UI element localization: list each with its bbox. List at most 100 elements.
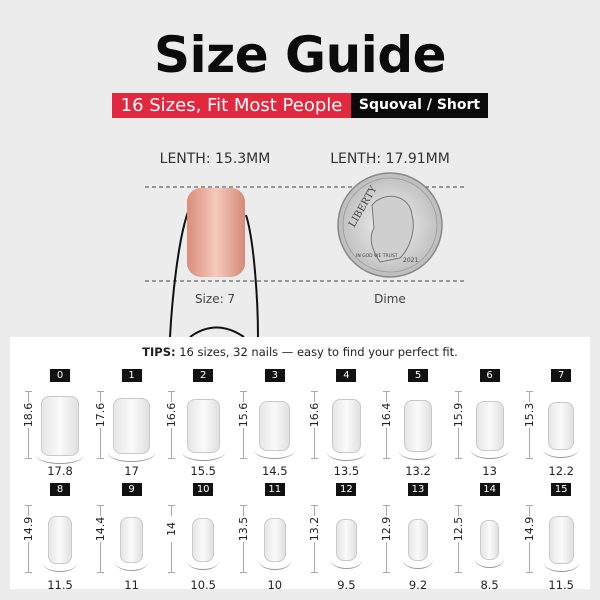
width-value: 10 — [267, 578, 283, 592]
width-arc — [114, 562, 149, 572]
width-value: 15.5 — [190, 464, 216, 478]
width-arc — [35, 455, 85, 464]
length-value: 14.9 — [22, 516, 36, 542]
size-number-badge: 2 — [193, 369, 214, 382]
nail-shape — [403, 399, 433, 453]
size-number-badge: 14 — [479, 483, 500, 496]
nail-shape — [191, 517, 215, 563]
banner-tagline: 16 Sizes, Fit Most People — [112, 93, 351, 118]
length-value: 12.9 — [380, 516, 394, 542]
width-value: 9.5 — [337, 578, 356, 592]
width-value: 11 — [124, 578, 139, 592]
length-value: 15.6 — [236, 402, 251, 428]
width-arc — [543, 449, 580, 459]
nail-shape — [113, 397, 150, 455]
width-arc — [470, 450, 509, 460]
size-item-5: 5 16.4 13.2 — [380, 369, 454, 479]
size-item-3: 3 15.6 14.5 — [236, 369, 311, 479]
width-value: 8.5 — [480, 578, 499, 592]
nail-shape — [548, 516, 574, 564]
length-value: 12.5 — [451, 516, 466, 542]
size-number-badge: 0 — [50, 369, 70, 382]
nail-caption: Size: 7 — [194, 292, 236, 306]
svg-text:IN GOD WE TRUST: IN GOD WE TRUST — [356, 253, 398, 259]
nail-shape — [264, 518, 286, 562]
tips-body: 16 sizes, 32 nails — easy to find your p… — [175, 345, 458, 359]
size-number-badge: 4 — [336, 369, 357, 382]
size-number-badge: 12 — [336, 483, 357, 496]
size-number-badge: 7 — [551, 369, 572, 382]
nail-shape — [548, 401, 575, 451]
length-value: 13.2 — [308, 516, 323, 542]
size-item-0: 0 18.6 17.8 — [22, 369, 96, 479]
width-value: 14.5 — [261, 464, 288, 478]
size-item-8: 8 14.9 11.5 — [22, 483, 96, 593]
nail-shape — [119, 516, 144, 564]
width-value: 17 — [124, 464, 139, 478]
length-value: 15.3 — [523, 402, 538, 428]
width-arc — [475, 559, 504, 568]
nail-shape — [336, 518, 357, 562]
width-arc — [398, 451, 438, 461]
size-number-badge: 10 — [193, 483, 214, 496]
width-arc — [403, 560, 433, 569]
size-item-12: 12 13.2 9.5 — [308, 483, 382, 593]
dime-length-label: LENTH: 17.91MM — [330, 151, 450, 167]
length-value: 16.6 — [308, 402, 323, 428]
length-value: 14.9 — [523, 516, 538, 542]
size-item-14: 14 12.5 8.5 — [451, 483, 526, 593]
size-number-badge: 13 — [408, 483, 428, 496]
size-number-badge: 1 — [121, 369, 142, 382]
length-value: 13.5 — [236, 516, 251, 542]
size-item-1: 1 17.6 17 — [93, 369, 168, 479]
nail-shape — [47, 516, 73, 564]
width-arc — [181, 452, 225, 461]
size-number-badge: 9 — [121, 483, 142, 496]
svg-text:2021: 2021 — [403, 257, 418, 264]
tips-prefix: TIPS: — [142, 345, 176, 359]
nail-shape — [259, 401, 291, 451]
nail-shape — [40, 396, 80, 456]
width-arc — [254, 450, 296, 459]
width-arc — [331, 560, 362, 570]
size-item-15: 15 14.9 11.5 — [523, 483, 597, 593]
length-value: 14 — [165, 516, 180, 542]
length-value: 14.4 — [93, 516, 108, 542]
width-arc — [108, 453, 155, 463]
size-item-6: 6 15.9 13 — [451, 369, 526, 479]
width-value: 13.5 — [333, 464, 360, 478]
size-item-11: 11 13.5 10 — [236, 483, 311, 593]
width-value: 17.8 — [47, 464, 73, 478]
width-arc — [259, 561, 291, 570]
width-value: 9.2 — [408, 578, 428, 592]
width-value: 13 — [482, 464, 497, 478]
width-value: 10.5 — [190, 578, 216, 592]
width-arc — [186, 561, 220, 571]
comparison-illustration: LIBERTY IN GOD WE TRUST 2021 — [145, 172, 467, 338]
size-item-7: 7 15.3 12.2 — [523, 369, 597, 479]
size-number-badge: 5 — [408, 369, 428, 382]
tips-text: TIPS: 16 sizes, 32 nails — easy to find … — [0, 345, 600, 359]
length-value: 16.6 — [165, 402, 180, 428]
finger-outline-right — [245, 214, 259, 338]
width-value: 13.2 — [405, 464, 431, 478]
length-value: 15.9 — [451, 402, 466, 428]
nail-length-label: LENTH: 15.3MM — [159, 151, 271, 167]
length-value: 18.6 — [22, 402, 36, 428]
width-arc — [42, 563, 78, 572]
length-value: 16.4 — [380, 402, 394, 428]
width-value: 11.5 — [548, 578, 574, 592]
width-arc — [326, 452, 366, 461]
nail-shape — [475, 400, 504, 452]
nail-shape — [186, 399, 220, 453]
size-item-10: 10 14 10.5 — [165, 483, 239, 593]
nail-shape — [331, 399, 361, 453]
width-value: 11.5 — [47, 578, 73, 592]
size-number-badge: 11 — [264, 483, 285, 496]
nail-size-7 — [187, 188, 245, 277]
size-item-2: 2 16.6 15.5 — [165, 369, 239, 479]
width-value: 12.2 — [548, 464, 574, 478]
dime-coin: LIBERTY IN GOD WE TRUST 2021 — [337, 172, 443, 278]
nail-shape — [480, 520, 499, 560]
size-item-4: 4 16.6 13.5 — [308, 369, 382, 479]
